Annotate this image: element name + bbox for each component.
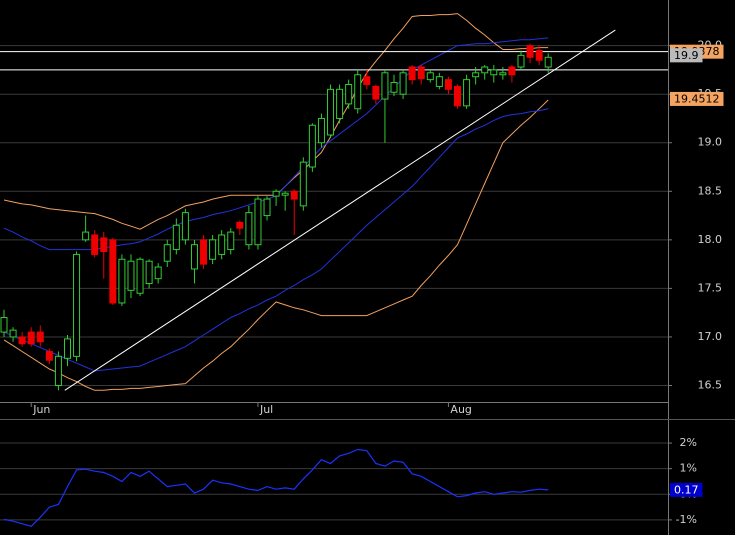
candle-body [100, 237, 108, 252]
candle-body [363, 76, 371, 85]
price-tag-box [670, 482, 703, 497]
x-tick-label: Jun [32, 403, 50, 416]
candle-body [27, 331, 35, 345]
y-tick-label: 18.5 [698, 184, 723, 197]
candle-body [136, 258, 144, 294]
candle-body [317, 117, 325, 144]
price-tag: 19.4512 [670, 91, 724, 106]
candle-body [408, 66, 416, 81]
candle-body [390, 82, 398, 93]
price-tag-label: 19.9 [674, 49, 699, 62]
candle-body [354, 74, 362, 110]
candle-body [526, 45, 534, 58]
candle-body [426, 72, 434, 81]
price-tag-label: 0.17 [674, 483, 699, 496]
y-tick-label: 19.0 [698, 136, 723, 149]
candle-body [254, 198, 262, 246]
candle-body [91, 234, 99, 255]
candle-body [381, 72, 389, 100]
candle-body [127, 260, 135, 291]
candle-body [45, 351, 53, 361]
candle-body [481, 66, 489, 74]
candle-body [63, 338, 71, 359]
candle-body [290, 190, 298, 200]
candle-body [82, 231, 90, 241]
price-tag-box [670, 48, 703, 63]
candle-body [535, 49, 543, 61]
candle-body [281, 192, 289, 196]
candle-body [336, 88, 344, 119]
candle-body [109, 239, 117, 304]
candle-body [444, 79, 452, 90]
candle-body [73, 253, 81, 357]
trendline [64, 29, 616, 391]
candle-body [544, 56, 552, 68]
candle-body [508, 66, 516, 76]
y-tick-label: -1% [676, 513, 697, 526]
candle-body [172, 224, 180, 251]
candle-body [263, 198, 271, 217]
candle-body [0, 317, 8, 333]
candle-body [327, 88, 335, 136]
candle-body [308, 124, 316, 168]
candle-body [372, 85, 380, 100]
y-tick-label: 16.5 [698, 378, 723, 391]
candle-body [145, 260, 153, 285]
price-tag-box [670, 91, 724, 106]
candle-body [435, 76, 443, 87]
candle-body [36, 331, 44, 343]
candle-body [227, 231, 235, 251]
y-tick-label: 1% [680, 462, 697, 475]
candle-body [200, 239, 208, 265]
price-tag: 0.17 [670, 482, 703, 497]
candle-body [463, 79, 471, 107]
candle-body [18, 336, 26, 345]
candle-body [517, 54, 525, 68]
candle-body [181, 212, 189, 241]
candle-body [299, 161, 307, 207]
candle-body [417, 66, 425, 80]
candle-body [454, 85, 461, 107]
candle-body [345, 83, 353, 105]
candle-body [490, 69, 498, 76]
y-tick-label: 18.0 [698, 233, 723, 246]
candle-body [245, 212, 253, 246]
y-tick-label: 17.5 [698, 281, 723, 294]
candle-body [9, 329, 17, 338]
candle-body [236, 221, 244, 229]
price-tag: 19.9 [670, 48, 703, 63]
y-tick-label: 20.5 [698, 0, 723, 3]
candle-body [190, 244, 198, 270]
candle-body [499, 72, 507, 76]
candle-body [218, 234, 226, 255]
candle-body [209, 239, 217, 260]
y-tick-label: 2% [680, 436, 697, 449]
x-tick-label: Jul [259, 403, 273, 416]
candle-body [163, 244, 171, 262]
x-tick-label: Aug [450, 403, 471, 416]
candle-body [118, 258, 126, 304]
oscillator-line [3, 448, 549, 527]
candle-body [399, 72, 407, 95]
indicator-line [3, 99, 549, 391]
y-tick-label: 17.0 [698, 330, 723, 343]
candle-body [472, 72, 480, 78]
candle-body [54, 355, 62, 386]
candle-body [154, 266, 162, 280]
candle-body [272, 190, 280, 197]
price-tag-label: 19.4512 [674, 92, 720, 105]
